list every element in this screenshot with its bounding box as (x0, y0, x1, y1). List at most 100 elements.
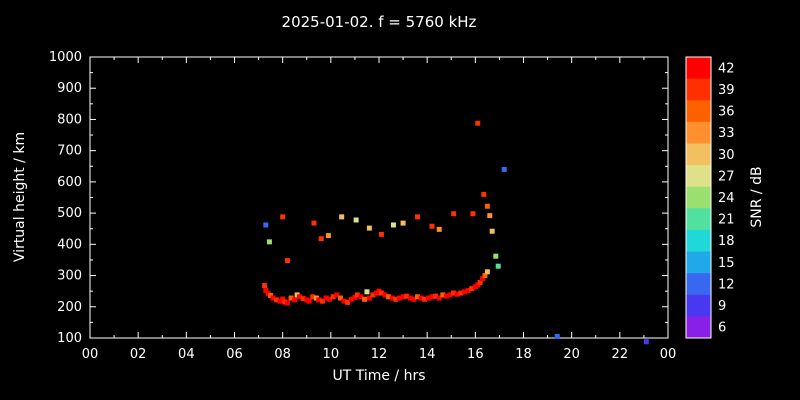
data-point (284, 258, 290, 264)
data-point (465, 288, 471, 294)
data-point (389, 295, 395, 301)
y-tick-label: 1000 (49, 50, 82, 65)
y-tick-label: 300 (57, 269, 82, 284)
data-point (362, 296, 368, 302)
data-point (393, 296, 399, 302)
colorbar-tick-label: 39 (718, 83, 735, 98)
data-point (325, 233, 331, 239)
data-point (481, 191, 487, 197)
colorbar-band (686, 57, 711, 80)
data-point (425, 295, 431, 301)
data-point (436, 226, 442, 232)
data-point (306, 298, 312, 304)
colorbar-band (686, 273, 711, 296)
data-point (300, 296, 306, 302)
data-point (489, 228, 495, 234)
data-point (274, 297, 280, 303)
x-tick-label: 06 (226, 347, 243, 362)
data-point (495, 263, 501, 269)
data-point (411, 296, 417, 302)
data-point (316, 297, 322, 303)
data-point (477, 279, 483, 285)
data-point (487, 213, 493, 219)
colorbar-band (686, 251, 711, 274)
data-point (263, 222, 269, 228)
data-point (454, 291, 460, 297)
data-point (470, 211, 476, 217)
y-tick-label: 100 (57, 331, 82, 346)
x-tick-label: 22 (612, 347, 629, 362)
data-point (396, 295, 402, 301)
data-point (443, 293, 449, 299)
y-tick-label: 700 (57, 144, 82, 159)
data-point (422, 296, 428, 302)
data-point (339, 214, 345, 220)
colorbar-tick-label: 9 (718, 299, 726, 314)
x-axis-title: UT Time / hrs (332, 368, 426, 384)
data-point (292, 297, 298, 303)
data-point (643, 339, 649, 345)
data-point (400, 220, 406, 226)
data-point (429, 223, 435, 229)
data-point (266, 239, 272, 245)
data-point (358, 294, 364, 300)
data-point (554, 333, 560, 339)
data-point (327, 296, 333, 302)
data-point (262, 283, 268, 289)
colorbar-band (686, 78, 711, 101)
colorbar-band (686, 294, 711, 317)
x-tick-label: 16 (467, 347, 484, 362)
data-point (288, 295, 294, 301)
colorbar-band (686, 100, 711, 123)
data-point (447, 292, 453, 298)
colorbar-tick-label: 21 (718, 213, 735, 228)
data-point (348, 296, 354, 302)
data-point (366, 295, 372, 301)
data-point (378, 290, 384, 296)
data-point (493, 253, 499, 259)
data-point (280, 214, 286, 220)
data-point (429, 294, 435, 300)
y-tick-label: 900 (57, 81, 82, 96)
data-point (451, 211, 457, 217)
chart-title: 2025-01-02. f = 5760 kHz (281, 13, 477, 31)
data-point (461, 289, 467, 295)
data-point (310, 294, 316, 300)
data-point (345, 299, 351, 305)
colorbar-tick-label: 27 (718, 169, 735, 184)
data-point (400, 294, 406, 300)
x-tick-label: 18 (515, 347, 532, 362)
data-point (280, 296, 286, 302)
colorbar-tick-label: 36 (718, 105, 735, 120)
colorbar-band (686, 165, 711, 188)
data-point (297, 294, 303, 300)
x-tick-label: 10 (323, 347, 340, 362)
data-point (378, 231, 384, 237)
colorbar-tick-label: 15 (718, 256, 735, 271)
data-point (440, 292, 446, 298)
data-point (480, 276, 486, 282)
colorbar-tick-label: 42 (718, 61, 735, 76)
data-point (284, 300, 290, 306)
colorbar-tick-label: 33 (718, 126, 735, 141)
colorbar-band (686, 186, 711, 209)
colorbar-tick-label: 6 (718, 321, 726, 336)
x-tick-label: 00 (82, 347, 99, 362)
data-point (382, 292, 388, 298)
data-point (475, 120, 481, 126)
x-tick-label: 00 (660, 347, 677, 362)
data-point (501, 166, 507, 172)
colorbar-band (686, 143, 711, 166)
colorbar-border (685, 56, 712, 339)
data-point (364, 289, 370, 295)
data-point (482, 273, 488, 279)
data-point (334, 292, 340, 298)
data-point (484, 203, 490, 209)
data-point (415, 214, 421, 220)
data-point (390, 222, 396, 228)
data-point (263, 288, 269, 294)
y-tick-label: 600 (57, 175, 82, 190)
data-point (451, 290, 457, 296)
